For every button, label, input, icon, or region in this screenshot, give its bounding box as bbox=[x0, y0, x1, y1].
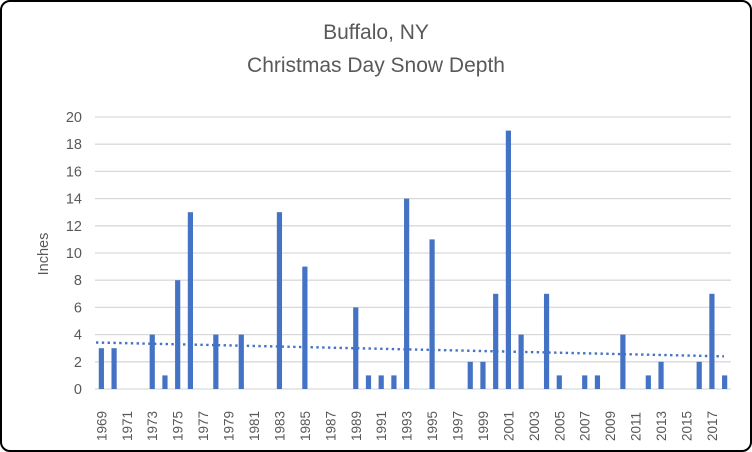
bar-1969 bbox=[98, 348, 104, 389]
bar-1992 bbox=[391, 375, 397, 389]
bar-2016 bbox=[696, 361, 702, 389]
y-tick-label: 16 bbox=[66, 164, 82, 180]
bar-1970 bbox=[111, 348, 117, 389]
bar-1980 bbox=[238, 334, 244, 389]
bar-2008 bbox=[594, 375, 601, 389]
chart-title-line1: Buffalo, NY bbox=[323, 21, 429, 44]
x-tick-label: 2003 bbox=[527, 411, 542, 441]
x-tick-label: 1971 bbox=[120, 411, 135, 441]
bar-2002 bbox=[518, 334, 524, 389]
y-tick-label: 2 bbox=[74, 355, 82, 371]
x-tick-label: 1997 bbox=[451, 411, 466, 441]
bar-2004 bbox=[543, 293, 550, 389]
x-tick-label: 2001 bbox=[501, 411, 516, 441]
y-tick-label: 20 bbox=[66, 110, 82, 126]
y-tick-label: 6 bbox=[74, 300, 82, 316]
bar-1990 bbox=[365, 375, 372, 389]
y-tick-label: 4 bbox=[74, 328, 82, 344]
x-tick-label: 1975 bbox=[171, 411, 186, 441]
bar-1976 bbox=[187, 212, 193, 389]
bar-2013 bbox=[658, 361, 664, 389]
y-tick-label: 8 bbox=[74, 273, 82, 289]
x-tick-label: 1999 bbox=[476, 411, 491, 441]
x-tick-label: 1987 bbox=[323, 411, 338, 441]
x-tick-label: 2007 bbox=[578, 411, 593, 441]
x-tick-label: 1991 bbox=[374, 411, 389, 441]
x-tick-label: 1981 bbox=[247, 411, 262, 441]
bar-2012 bbox=[645, 375, 651, 389]
x-tick-label: 2011 bbox=[629, 412, 644, 441]
bar-2010 bbox=[620, 334, 626, 389]
bar-1983 bbox=[276, 212, 283, 389]
x-tick-label: 1983 bbox=[272, 411, 287, 441]
bar-1995 bbox=[429, 239, 435, 389]
x-tick-label: 1977 bbox=[196, 411, 211, 441]
x-tick-label: 2009 bbox=[603, 411, 618, 441]
y-tick-label: 14 bbox=[66, 192, 82, 208]
x-tick-label: 1993 bbox=[400, 411, 415, 441]
chart-title-line2: Christmas Day Snow Depth bbox=[247, 54, 505, 77]
bar-1985 bbox=[302, 266, 308, 389]
x-tick-label: 1969 bbox=[94, 411, 109, 441]
x-tick-label: 2005 bbox=[552, 411, 567, 441]
bar-1989 bbox=[353, 307, 359, 389]
bar-2007 bbox=[582, 375, 588, 389]
y-tick-label: 18 bbox=[66, 137, 82, 153]
x-tick-label: 2017 bbox=[705, 411, 720, 441]
x-tick-label: 2015 bbox=[679, 411, 694, 441]
chart-title: Buffalo, NY Christmas Day Snow Depth bbox=[2, 16, 750, 82]
bar-1975 bbox=[175, 280, 181, 389]
bar-1973 bbox=[149, 334, 155, 389]
x-tick-label: 1989 bbox=[349, 411, 364, 441]
bar-1991 bbox=[378, 375, 384, 389]
x-tick-label: 1979 bbox=[222, 411, 237, 441]
y-tick-label: 10 bbox=[66, 246, 82, 262]
bar-1974 bbox=[162, 375, 168, 389]
bar-2005 bbox=[556, 375, 562, 389]
trendline bbox=[95, 341, 725, 358]
bar-1999 bbox=[480, 361, 486, 389]
x-tick-label: 1995 bbox=[425, 411, 440, 441]
bar-2000 bbox=[493, 293, 499, 389]
bar-1978 bbox=[213, 334, 219, 389]
bar-2001 bbox=[505, 130, 511, 389]
y-axis-title: Inches bbox=[36, 233, 52, 276]
x-tick-label: 1985 bbox=[298, 411, 313, 441]
bar-2017 bbox=[709, 293, 715, 389]
bar-1993 bbox=[404, 198, 410, 389]
y-tick-label: 0 bbox=[74, 382, 82, 398]
x-tick-label: 1973 bbox=[145, 411, 160, 441]
x-tick-label: 2013 bbox=[654, 411, 669, 441]
bar-2018 bbox=[722, 375, 728, 389]
bar-1998 bbox=[467, 361, 473, 389]
y-tick-label: 12 bbox=[66, 219, 82, 235]
